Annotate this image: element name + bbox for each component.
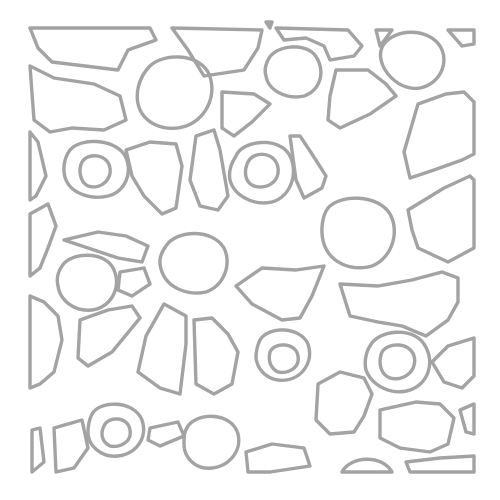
stencil-cutout [274, 26, 364, 62]
stencil-ring-hole [78, 154, 112, 189]
stencil-cutout [52, 418, 90, 474]
stencil-ring [363, 330, 432, 394]
stencil-circle [158, 231, 229, 295]
stencil-cutout [170, 26, 264, 78]
stencil-cutout [28, 202, 58, 278]
stencil-cutout [326, 68, 398, 130]
stencil-cutout [378, 400, 456, 454]
stencil-cutout [124, 140, 184, 216]
stencil-cutout [264, 20, 274, 30]
stencil-cutout [28, 26, 158, 72]
stencil-cutout [458, 402, 476, 436]
stencil-circle [320, 196, 396, 270]
stencil-cutout [28, 130, 48, 202]
stencil-cutout [234, 264, 326, 322]
stencil-circle [135, 55, 214, 130]
stencil-cutout [446, 28, 476, 48]
stencil-ring-hole [267, 343, 300, 375]
stencil-cutout [30, 426, 46, 474]
stencil-cutout [188, 128, 230, 212]
stencil-cutout [28, 294, 64, 390]
stencil-cutout [220, 90, 272, 138]
stencil-cutout [404, 454, 476, 474]
stencil-ring-hole [100, 417, 132, 449]
stencil-cutout [340, 457, 394, 474]
stencil-cutout [244, 442, 312, 474]
stencil-circle [378, 30, 446, 91]
stencil-cutout [62, 230, 150, 264]
stencil-ring [62, 139, 130, 199]
stencil-cutout [406, 174, 476, 264]
stencil-ring [254, 328, 312, 382]
stencil-cutout [192, 316, 240, 396]
stencil-cutout [402, 90, 476, 180]
stencil-ring-hole [378, 343, 417, 381]
stencil-cutout [314, 370, 374, 436]
stencil-cutout [76, 304, 142, 368]
stencil-cutout [338, 270, 460, 338]
stencil-cutout [146, 420, 186, 448]
stencil-cutout [136, 302, 188, 396]
stencil-cutout [28, 64, 128, 134]
stencil-cutout [374, 28, 394, 48]
stencil-cutout [116, 266, 152, 298]
stencil-cutout [430, 336, 476, 390]
stencil-ring-hole [243, 152, 280, 189]
stencil-cutout [288, 134, 328, 200]
stencil-ring [227, 140, 296, 205]
stencil-circle [263, 45, 323, 99]
stencil-ring [55, 253, 119, 312]
stencil-circle [182, 414, 241, 470]
stencil-ring [86, 402, 146, 458]
